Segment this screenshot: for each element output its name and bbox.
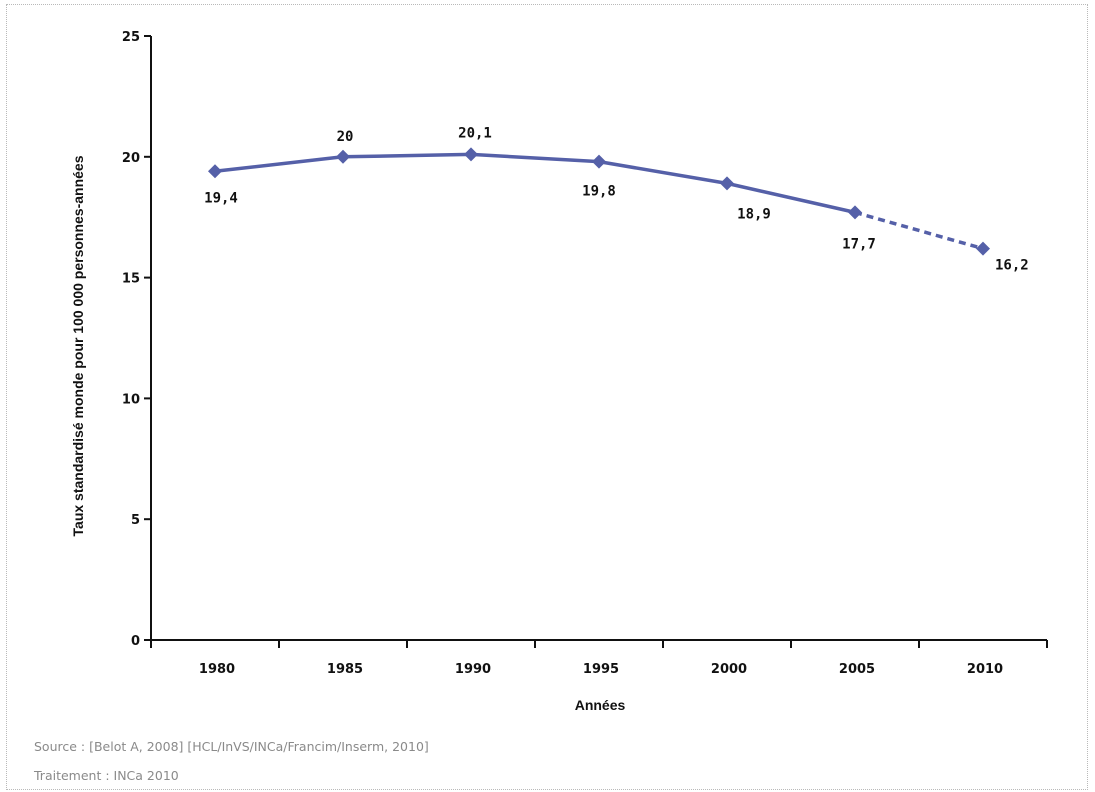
x-tick-label: 2000 <box>711 662 747 677</box>
y-axis-title: Taux standardisé monde pour 100 000 pers… <box>70 155 86 536</box>
data-label: 20 <box>337 129 354 145</box>
data-point-marker <box>208 164 222 179</box>
x-tick-label: 1985 <box>327 662 363 677</box>
x-tick-label: 2005 <box>839 662 875 677</box>
x-tick-label: 2010 <box>967 662 1003 677</box>
x-tick-label: 1980 <box>199 662 235 677</box>
data-point-marker <box>848 205 862 220</box>
credit-note: Traitement : INCa 2010 <box>34 768 179 783</box>
data-point-marker <box>336 149 350 164</box>
y-tick-label: 0 <box>131 634 140 649</box>
x-axis: 1980 1985 1990 1995 2000 2005 2010 <box>150 639 1048 677</box>
data-point-marker <box>592 154 606 169</box>
data-point-marker <box>976 241 990 256</box>
source-note: Source : [Belot A, 2008] [HCL/InVS/INCa/… <box>34 739 429 754</box>
data-label: 17,7 <box>842 236 876 252</box>
y-tick-label: 20 <box>122 151 140 166</box>
data-label: 18,9 <box>737 206 771 222</box>
y-axis: 0 5 10 15 20 25 <box>122 30 152 649</box>
x-tick-label: 1995 <box>583 662 619 677</box>
data-label: 20,1 <box>458 125 492 141</box>
series-projection-line <box>854 210 984 251</box>
y-tick-label: 25 <box>122 30 140 45</box>
data-point-marker <box>464 147 478 162</box>
figure-frame <box>6 4 1088 790</box>
y-tick-label: 10 <box>122 392 140 407</box>
x-axis-title: Années <box>575 697 626 713</box>
data-label: 16,2 <box>995 258 1029 274</box>
series-line <box>214 152 856 215</box>
x-tick-label: 1990 <box>455 662 491 677</box>
y-tick-label: 5 <box>131 513 140 528</box>
data-label: 19,4 <box>204 190 238 206</box>
data-point-marker <box>720 176 734 191</box>
series-layer: 19,4 20 20,1 19,8 18,9 17,7 16,2 <box>204 125 1029 273</box>
y-tick-label: 15 <box>122 272 140 287</box>
data-label: 19,8 <box>582 184 616 200</box>
